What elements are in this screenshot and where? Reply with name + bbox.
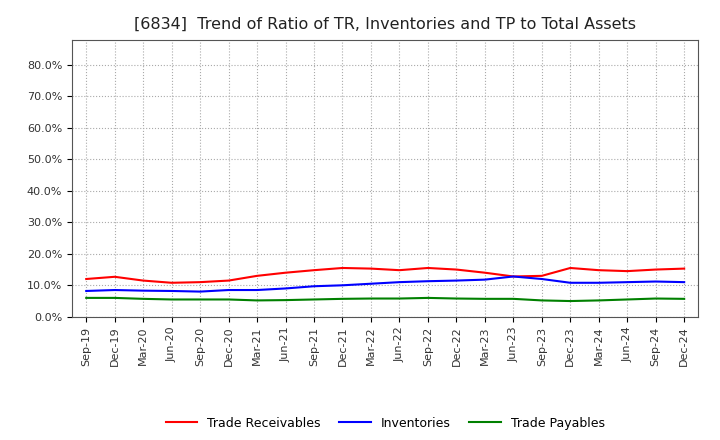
Trade Receivables [82, 276, 91, 282]
Inventories [537, 276, 546, 282]
Trade Receivables [509, 274, 518, 279]
Trade Receivables [282, 270, 290, 275]
Inventories [366, 281, 375, 286]
Title: [6834]  Trend of Ratio of TR, Inventories and TP to Total Assets: [6834] Trend of Ratio of TR, Inventories… [134, 16, 636, 32]
Inventories [338, 282, 347, 288]
Inventories [253, 287, 261, 293]
Trade Payables [366, 296, 375, 301]
Inventories [110, 287, 119, 293]
Trade Payables [167, 297, 176, 302]
Inventories [423, 279, 432, 284]
Inventories [139, 288, 148, 293]
Trade Payables [537, 298, 546, 303]
Inventories [282, 286, 290, 291]
Trade Receivables [537, 273, 546, 279]
Trade Payables [480, 296, 489, 301]
Trade Payables [225, 297, 233, 302]
Trade Payables [452, 296, 461, 301]
Inventories [395, 279, 404, 285]
Inventories [480, 277, 489, 282]
Trade Receivables [110, 274, 119, 279]
Trade Receivables [196, 279, 204, 285]
Trade Receivables [395, 268, 404, 273]
Trade Payables [338, 296, 347, 301]
Trade Receivables [225, 278, 233, 283]
Line: Trade Receivables: Trade Receivables [86, 268, 684, 283]
Inventories [595, 280, 603, 286]
Trade Payables [310, 297, 318, 302]
Trade Receivables [253, 273, 261, 279]
Trade Payables [509, 296, 518, 301]
Trade Payables [623, 297, 631, 302]
Inventories [452, 278, 461, 283]
Trade Receivables [680, 266, 688, 271]
Trade Payables [282, 297, 290, 303]
Trade Payables [110, 295, 119, 301]
Line: Trade Payables: Trade Payables [86, 298, 684, 301]
Trade Receivables [480, 270, 489, 275]
Trade Receivables [623, 268, 631, 274]
Trade Payables [595, 298, 603, 303]
Trade Payables [253, 298, 261, 303]
Trade Receivables [423, 265, 432, 271]
Trade Receivables [366, 266, 375, 271]
Inventories [310, 284, 318, 289]
Trade Receivables [310, 268, 318, 273]
Legend: Trade Receivables, Inventories, Trade Payables: Trade Receivables, Inventories, Trade Pa… [161, 412, 610, 435]
Inventories [623, 279, 631, 285]
Trade Receivables [452, 267, 461, 272]
Trade Payables [652, 296, 660, 301]
Inventories [652, 279, 660, 284]
Inventories [566, 280, 575, 286]
Trade Payables [139, 296, 148, 301]
Trade Receivables [139, 278, 148, 283]
Trade Receivables [167, 280, 176, 286]
Trade Receivables [338, 265, 347, 271]
Trade Payables [82, 295, 91, 301]
Trade Receivables [595, 268, 603, 273]
Inventories [196, 289, 204, 294]
Trade Payables [395, 296, 404, 301]
Inventories [680, 279, 688, 285]
Trade Payables [566, 298, 575, 304]
Inventories [82, 288, 91, 293]
Trade Payables [196, 297, 204, 302]
Trade Payables [423, 295, 432, 301]
Trade Receivables [566, 265, 575, 271]
Inventories [225, 287, 233, 293]
Inventories [167, 288, 176, 293]
Trade Receivables [652, 267, 660, 272]
Line: Inventories: Inventories [86, 276, 684, 292]
Trade Payables [680, 296, 688, 301]
Inventories [509, 274, 518, 279]
